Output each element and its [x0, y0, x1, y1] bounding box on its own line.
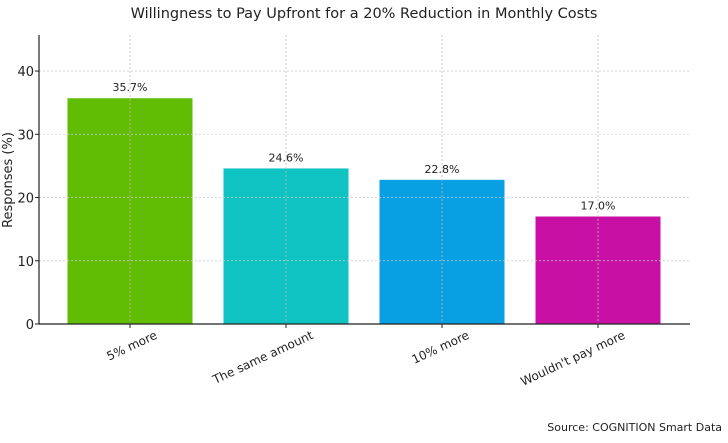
data-label: 24.6%: [269, 151, 304, 164]
y-axis-label: Responses (%): [1, 132, 16, 228]
data-label: 22.8%: [425, 163, 460, 176]
y-tick-label: 40: [17, 65, 34, 80]
y-tick-label: 30: [17, 128, 34, 143]
y-tick-label: 0: [26, 318, 34, 333]
bar: [223, 168, 349, 324]
chart-title: Willingness to Pay Upfront for a 20% Red…: [131, 6, 598, 22]
x-tick-label: The same amount: [210, 328, 316, 387]
y-tick-label: 20: [17, 192, 34, 207]
bars: 35.7%24.6%22.8%17.0%: [67, 81, 661, 324]
source-note: Source: COGNITION Smart Data: [547, 421, 722, 434]
x-tick-label: 5% more: [104, 328, 159, 363]
grid: [39, 35, 690, 324]
data-label: 17.0%: [581, 199, 616, 212]
x-tick-label: 10% more: [410, 328, 472, 367]
x-tick-label: Wouldn't pay more: [519, 328, 628, 389]
bar: [535, 216, 661, 324]
y-tick-label: 10: [17, 255, 34, 270]
